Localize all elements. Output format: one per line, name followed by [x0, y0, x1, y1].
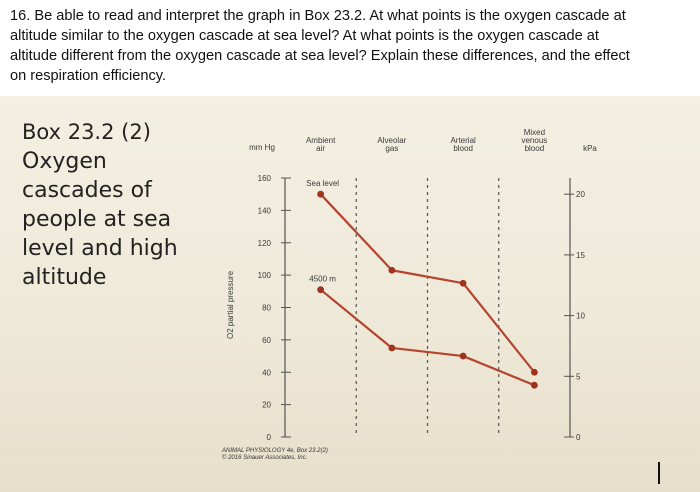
box-title-line: altitude: [22, 265, 107, 290]
series-line: [319, 193, 536, 373]
data-point: [317, 286, 325, 294]
category-label: gas: [385, 144, 398, 153]
right-tick-label: 10: [576, 312, 585, 321]
category-label: blood: [525, 144, 545, 153]
series-label: Sea level: [306, 179, 339, 188]
textbook-photo: [0, 96, 700, 492]
box-title-line: cascades of: [22, 178, 152, 203]
box-title-line: level and high: [22, 236, 178, 261]
left-tick-label: 80: [262, 304, 271, 313]
left-tick-label: 40: [262, 368, 271, 377]
data-point: [388, 266, 396, 274]
data-point: [388, 344, 396, 352]
series-line: [319, 288, 535, 387]
category-label: Ambient: [306, 136, 336, 145]
left-tick-label: 140: [258, 206, 272, 215]
right-tick-label: 5: [576, 372, 581, 381]
right-unit-label: kPa: [583, 144, 597, 153]
box-heading: Box 23.2 (2): [22, 120, 151, 144]
right-tick-label: 20: [576, 190, 585, 199]
left-tick-label: 120: [258, 239, 272, 248]
box-title-line: Oxygen: [22, 149, 107, 174]
category-label: blood: [453, 144, 473, 153]
left-tick-label: 0: [267, 433, 272, 442]
box-title-line: people at sea: [22, 207, 172, 232]
series-label: 4500 m: [309, 275, 336, 284]
question-text: 16. Be able to read and interpret the gr…: [10, 8, 630, 84]
category-label: Mixed: [524, 128, 545, 137]
data-point: [459, 352, 467, 360]
figure-caption: ANIMAL PHYSIOLOGY 4e, Box 23.2(2) © 2016…: [222, 448, 328, 461]
data-point: [459, 279, 467, 287]
data-point: [530, 381, 538, 389]
left-tick-label: 60: [262, 336, 271, 345]
category-label: Arterial: [450, 136, 476, 145]
data-point: [317, 190, 325, 198]
box-title: Box 23.2 (2) Oxygen cascades of people a…: [22, 118, 222, 292]
left-unit-label: mm Hg: [249, 143, 275, 152]
y-axis-label: O2 partial pressure: [226, 270, 235, 339]
data-point: [530, 368, 538, 376]
right-tick-label: 0: [576, 433, 581, 442]
text-cursor: [658, 462, 660, 484]
category-label: air: [316, 144, 325, 153]
right-tick-label: 15: [576, 251, 585, 260]
category-label: venous: [521, 136, 547, 145]
left-tick-label: 100: [258, 271, 272, 280]
category-label: Alveolar: [377, 136, 406, 145]
left-tick-label: 160: [258, 174, 272, 183]
left-tick-label: 20: [262, 401, 271, 410]
